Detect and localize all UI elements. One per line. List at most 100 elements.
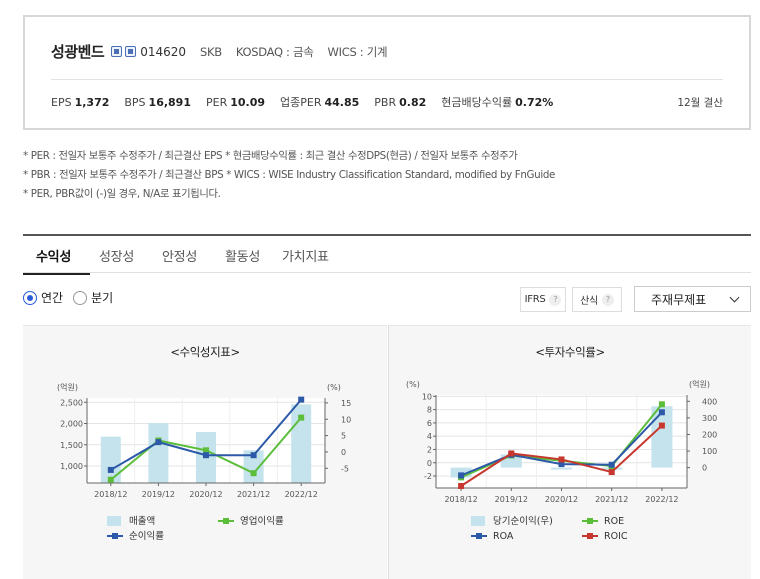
left-axis-unit: (억원) <box>57 382 78 392</box>
wics-sector: WICS : 기계 <box>327 44 388 59</box>
tick-label-right: 0 <box>702 464 707 473</box>
bar-매출액 <box>148 423 169 483</box>
company-homepage-icon[interactable] <box>111 46 123 57</box>
x-tick-label: 2021/12 <box>237 490 270 499</box>
legend-label: ROA <box>493 531 514 542</box>
company-disclosure-icon[interactable] <box>125 46 137 57</box>
bar-당기순이익(우) <box>651 406 673 468</box>
bar-매출액 <box>243 450 264 483</box>
tab-valuation[interactable]: 가치지표 <box>282 250 329 265</box>
radio-annual[interactable]: 연간 <box>23 289 63 306</box>
legend-swatch-당기순이익(우) <box>471 516 485 526</box>
point-순이익률 <box>155 439 162 446</box>
profitability-chart: 2,500 2,000 1,500 1,000 15 10 5 0 -5 (억원) (%) 2018/… <box>57 382 351 542</box>
tick-label-right: 0 <box>341 448 346 457</box>
legend-label: 매출액 <box>129 515 155 527</box>
x-tick-label: 2019/12 <box>142 490 175 499</box>
point-ROIC <box>458 483 465 490</box>
company-header: 성광벤드 014620 SKB KOSDAQ : 금속 WICS : 기계 <box>51 41 388 62</box>
point-ROA <box>658 409 665 416</box>
point-순이익률 <box>298 396 305 403</box>
x-tick-label: 2018/12 <box>94 490 127 499</box>
tick-label-right: 10 <box>341 415 351 424</box>
company-name: 성광벤드 <box>51 43 105 61</box>
tick-label-left: 0 <box>427 459 432 468</box>
metric-per: PER 10.09 <box>206 95 266 109</box>
tick-label-right: 15 <box>341 399 351 408</box>
footnote-line: * PER : 전일자 보통주 수정주가 / 최근결산 EPS * 현금배당수익… <box>23 150 518 162</box>
active-tab-underline <box>23 273 90 275</box>
help-icon: ? <box>549 293 562 306</box>
tick-label-left: 1,000 <box>60 462 83 471</box>
footnote-line: * PER, PBR값이 (-)일 경우, N/A로 표기됩니다. <box>23 188 221 200</box>
radio-unchecked-icon <box>73 290 88 305</box>
point-ROIC <box>658 422 665 429</box>
x-tick-label: 2019/12 <box>495 495 528 504</box>
tick-label-right: 5 <box>341 432 346 441</box>
bar-매출액 <box>100 436 121 483</box>
tick-label-right: 200 <box>702 430 717 439</box>
point-ROE <box>658 401 665 408</box>
legend-swatch-매출액 <box>107 516 121 526</box>
point-ROIC <box>508 450 515 457</box>
legend-label: ROIC <box>604 531 628 542</box>
x-tick-label: 2020/12 <box>545 495 578 504</box>
investment-return-chart: 10 8 6 4 2 0 -2 400 300 200 100 0 (%) (억원) 2018/12 2019… <box>406 379 717 542</box>
point-영업이익률 <box>203 447 209 454</box>
legend-marker-ROIC <box>587 533 593 539</box>
tick-label-right: 300 <box>702 414 717 423</box>
footnote-line: * PBR : 전일자 보통주 수정주가 / 최근결산 BPS * WICS :… <box>23 169 556 181</box>
left-axis-unit: (%) <box>406 380 420 389</box>
right-axis-unit: (%) <box>327 383 341 392</box>
x-tick-label: 2022/12 <box>285 490 318 499</box>
radio-quarter[interactable]: 분기 <box>73 289 113 306</box>
market-sector: KOSDAQ : 금속 <box>235 44 314 59</box>
point-순이익률 <box>107 466 114 473</box>
tab-profitability[interactable]: 수익성 <box>36 250 71 265</box>
point-영업이익률 <box>298 414 305 421</box>
company-summary-box: 성광벤드 014620 SKB KOSDAQ : 금속 WICS : 기계 EP… <box>23 15 751 130</box>
tab-growth[interactable]: 성장성 <box>99 250 134 265</box>
period-options: 연간 분기 <box>23 289 123 306</box>
point-ROA <box>558 461 565 468</box>
tab-activity[interactable]: 활동성 <box>225 250 260 265</box>
legend-marker-ROA <box>476 533 482 539</box>
point-영업이익률 <box>107 476 114 483</box>
point-순이익률 <box>203 452 209 459</box>
tick-label-left: 6 <box>427 419 432 428</box>
point-ROIC <box>608 469 615 476</box>
footnotes: * PER : 전일자 보통주 수정주가 / 최근결산 EPS * 현금배당수익… <box>23 147 555 204</box>
tick-label-right: -5 <box>341 464 349 473</box>
tab-stability[interactable]: 안정성 <box>162 250 197 265</box>
point-ROIC <box>558 456 565 463</box>
legend-marker-영업이익률 <box>223 518 229 524</box>
tick-label-left: 1,500 <box>60 441 83 450</box>
metric-pbr: PBR 0.82 <box>374 95 427 109</box>
legend-marker-ROE <box>587 518 593 524</box>
legend-label: 영업이익률 <box>240 515 284 527</box>
metric-bps: BPS 16,891 <box>124 95 191 109</box>
x-tick-label: 2020/12 <box>189 490 222 499</box>
metric-row: EPS 1,372 BPS 16,891 PER 10.09 업종PER 44.85 P… <box>51 94 568 110</box>
point-ROA <box>608 461 615 468</box>
bar-당기순이익(우) <box>550 467 573 470</box>
plot-area <box>436 395 687 488</box>
profitability-chart-panel: <수익성지표> 2,500 2,000 1,500 1,000 15 10 5 0 -5 (억원)… <box>23 325 387 579</box>
tick-label-left: 10 <box>422 392 432 401</box>
statement-type-select[interactable]: 주재무제표 <box>634 286 751 312</box>
tick-label-left: 2 <box>427 445 432 454</box>
summary-divider <box>51 79 723 80</box>
legend-label: ROE <box>604 516 624 527</box>
indicator-tabs: 수익성 성장성 안정성 활동성 가치지표 <box>23 234 751 275</box>
right-axis-unit: (억원) <box>689 379 710 389</box>
x-tick-label: 2018/12 <box>444 495 477 504</box>
point-ROA <box>458 472 465 479</box>
tick-label-left: 4 <box>427 432 432 441</box>
metric-eps: EPS 1,372 <box>51 95 110 109</box>
ticker: SKB <box>200 44 222 59</box>
ifrs-button[interactable]: IFRS? <box>520 287 566 312</box>
point-순이익률 <box>250 452 257 459</box>
tick-label-right: 400 <box>702 397 717 406</box>
chevron-down-icon <box>729 292 740 302</box>
formula-button[interactable]: 산식? <box>572 287 622 312</box>
